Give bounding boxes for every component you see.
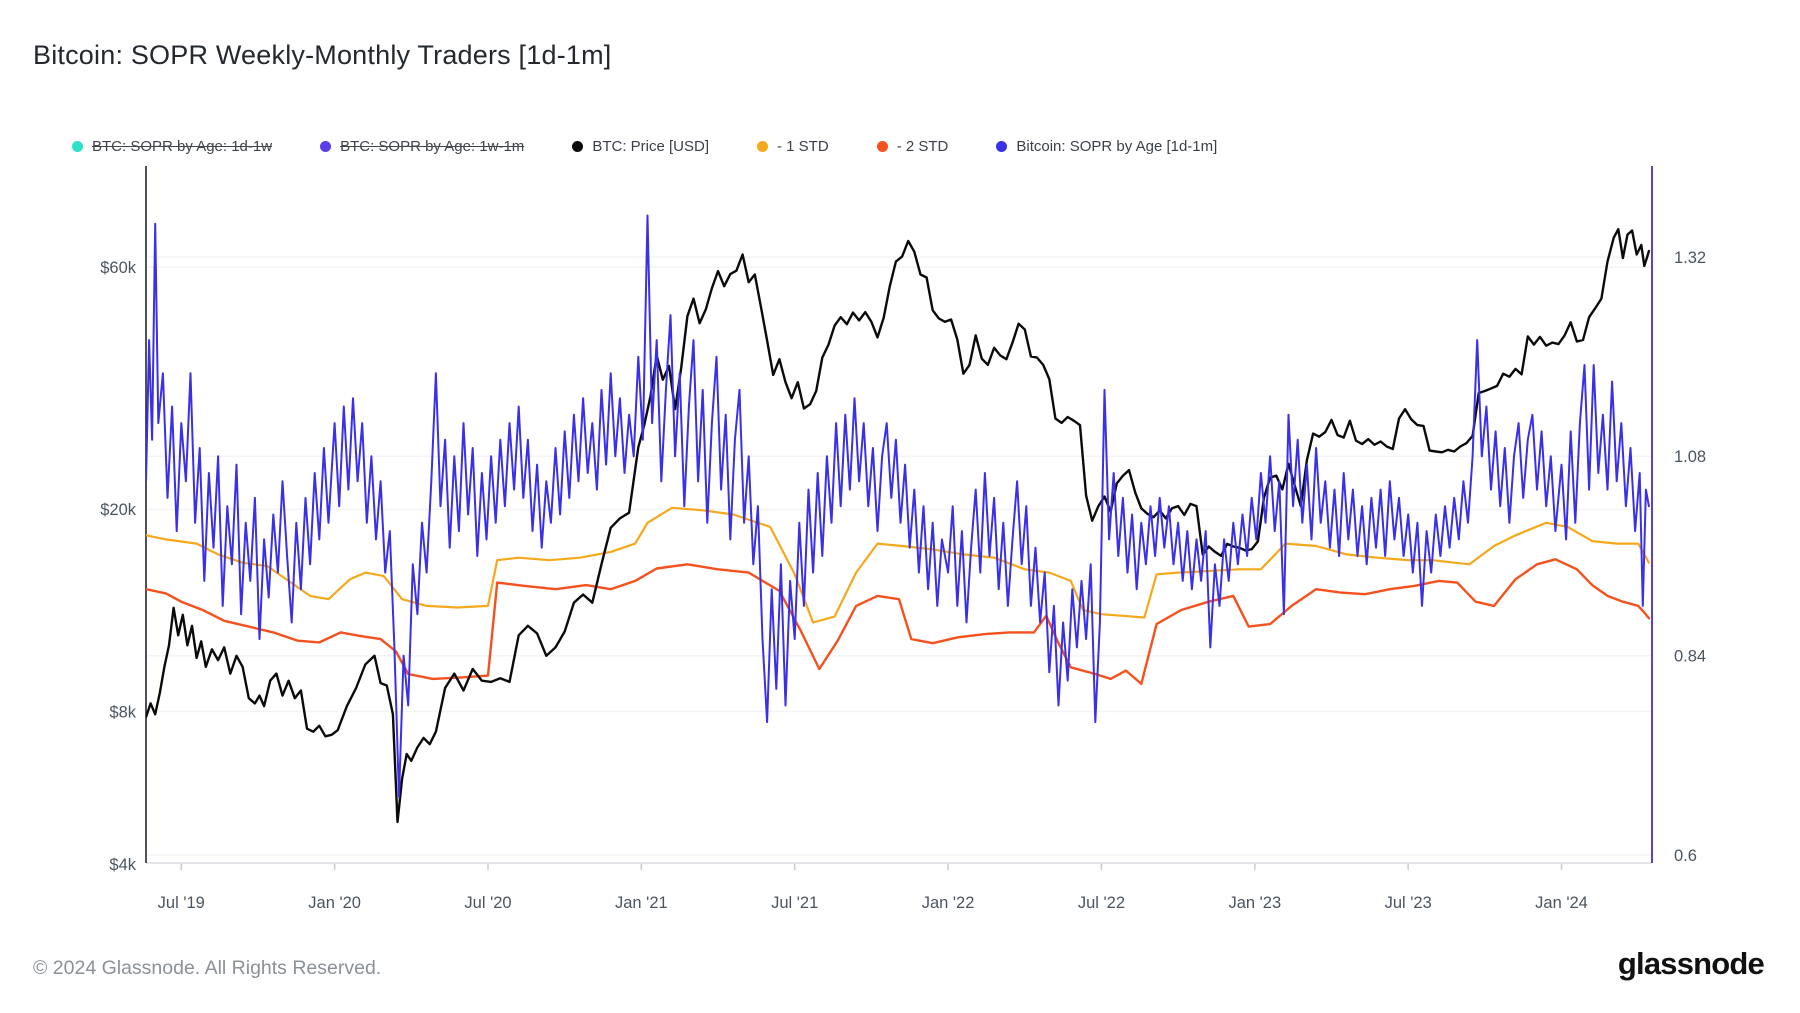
svg-text:Jan '23: Jan '23 [1228, 894, 1281, 912]
legend-dot-teal-icon [72, 141, 83, 152]
svg-text:$20k: $20k [100, 501, 137, 519]
chart-legend: BTC: SOPR by Age: 1d-1w BTC: SOPR by Age… [72, 138, 1265, 155]
copyright-text: © 2024 Glassnode. All Rights Reserved. [33, 957, 382, 979]
legend-label: BTC: SOPR by Age: 1d-1w [92, 138, 273, 155]
legend-label: - 1 STD [777, 138, 829, 155]
svg-text:Jul '22: Jul '22 [1078, 894, 1125, 912]
glassnode-logo: glassnode [1617, 946, 1765, 981]
legend-dot-black-icon [572, 141, 584, 152]
svg-text:Jul '20: Jul '20 [464, 894, 511, 912]
svg-text:$4k: $4k [109, 856, 136, 874]
legend-label: - 2 STD [896, 138, 949, 155]
legend-item-sopr-1d-1w[interactable]: BTC: SOPR by Age: 1d-1w [72, 138, 272, 155]
svg-text:Jan '24: Jan '24 [1535, 894, 1588, 912]
page-title: Bitcoin: SOPR Weekly-Monthly Traders [1d… [33, 40, 612, 70]
legend-item-sopr-1w-1m[interactable]: BTC: SOPR by Age: 1w-1m [320, 138, 524, 155]
svg-text:0.6: 0.6 [1674, 847, 1697, 865]
legend-item-sopr-1d-1m[interactable]: Bitcoin: SOPR by Age [1d-1m] [996, 138, 1217, 155]
svg-text:$60k: $60k [100, 259, 137, 277]
legend-item-minus-2-std[interactable]: - 2 STD [876, 138, 949, 155]
svg-text:Jul '19: Jul '19 [158, 894, 205, 912]
svg-text:$8k: $8k [109, 703, 136, 721]
svg-text:Jan '21: Jan '21 [615, 894, 668, 912]
legend-item-minus-1-std[interactable]: - 1 STD [757, 138, 829, 155]
svg-text:Jul '21: Jul '21 [771, 894, 818, 912]
legend-label: Bitcoin: SOPR by Age [1d-1m] [1016, 138, 1218, 155]
svg-text:1.32: 1.32 [1674, 249, 1706, 267]
legend-dot-blue-icon [996, 141, 1008, 152]
legend-dot-purple-icon [320, 141, 332, 152]
legend-label: BTC: SOPR by Age: 1w-1m [340, 138, 525, 155]
svg-text:0.84: 0.84 [1674, 647, 1706, 665]
legend-label: BTC: Price [USD] [592, 138, 709, 155]
svg-text:Jan '20: Jan '20 [308, 894, 361, 912]
legend-dot-yellow-icon [757, 141, 768, 152]
legend-item-btc-price[interactable]: BTC: Price [USD] [572, 138, 709, 155]
svg-text:1.08: 1.08 [1674, 448, 1706, 466]
svg-text:Jan '22: Jan '22 [922, 894, 975, 912]
svg-text:Jul '23: Jul '23 [1385, 894, 1432, 912]
legend-dot-orange-icon [876, 141, 888, 152]
